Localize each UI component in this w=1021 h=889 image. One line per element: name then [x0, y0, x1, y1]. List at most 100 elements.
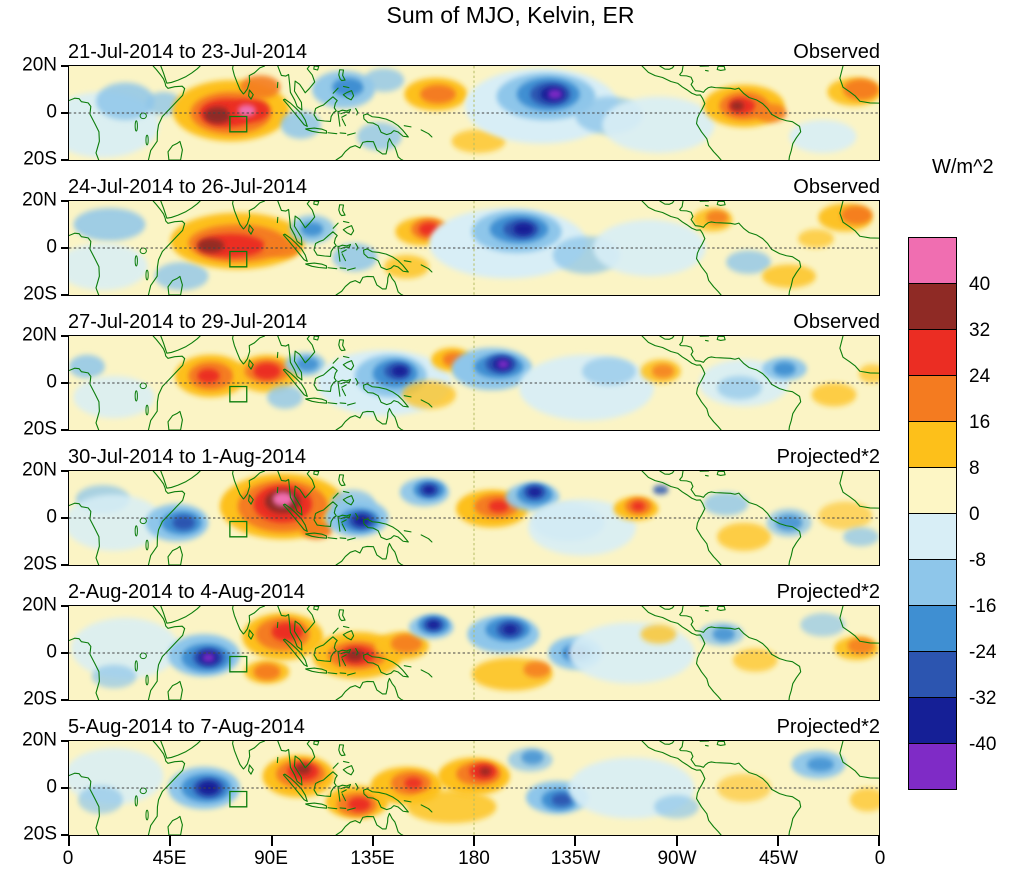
lake-outline [146, 405, 148, 415]
panel-date-label: 30-Jul-2014 to 1-Aug-2014 [68, 446, 306, 468]
coastline [69, 98, 99, 160]
coastline [249, 765, 254, 774]
coastline [343, 226, 353, 235]
coastline [306, 128, 327, 133]
coastline [717, 201, 725, 205]
coastline [348, 538, 356, 540]
coastline [421, 265, 432, 272]
coastline [294, 471, 314, 515]
coastline [333, 493, 338, 498]
coastline [328, 268, 337, 269]
anomaly-blob [71, 617, 180, 679]
panel-header: 21-Jul-2014 to 23-Jul-2014 Observed [68, 38, 880, 65]
anomaly-blob [712, 627, 735, 642]
y-axis-tick-label: 20S [23, 418, 57, 440]
coastline [333, 628, 338, 633]
coastline [283, 99, 307, 126]
x-axis-tick [270, 836, 273, 846]
x-axis-tick-label: 135W [550, 848, 601, 869]
y-axis-tick [61, 159, 69, 161]
y-axis-tick [61, 200, 69, 202]
coastline [278, 66, 302, 110]
colorbar-cell [909, 651, 956, 697]
roi-box [230, 117, 247, 132]
coastline [344, 86, 349, 87]
y-axis-tick-label: 0 [46, 101, 57, 123]
y-axis-tick-label: 20S [23, 148, 57, 170]
coastline [148, 606, 184, 700]
panel-header: 24-Jul-2014 to 26-Jul-2014 Observed [68, 173, 880, 200]
coastline [840, 336, 879, 373]
x-axis-tick [68, 836, 70, 846]
coastline [348, 403, 356, 405]
coastline [333, 763, 338, 768]
coastline [342, 254, 345, 261]
lake-outline [146, 540, 148, 550]
y-axis-tick-label: 0 [46, 506, 57, 528]
coastline [306, 263, 327, 268]
anomaly-blob [547, 89, 563, 99]
colorbar-tick-label: 32 [969, 320, 991, 341]
coastline [717, 336, 725, 340]
coastline [294, 336, 314, 380]
anomaly-blob [703, 492, 749, 516]
y-axis-tick-label: 20S [23, 688, 57, 710]
coastline [364, 654, 409, 677]
coastline [161, 741, 200, 758]
coastline [278, 336, 302, 380]
anomaly-blob [717, 522, 771, 551]
map-area: 20N 0 20S [22, 595, 880, 710]
coastline [421, 535, 432, 542]
coastline [314, 471, 319, 475]
panel-date-label: 27-Jul-2014 to 29-Jul-2014 [68, 311, 308, 333]
anomaly-blob [73, 208, 146, 241]
coastline [168, 411, 182, 430]
lake-outline [146, 675, 148, 685]
x-axis-tick [371, 836, 374, 846]
colorbar-tick-label: -16 [969, 596, 997, 617]
coastline [680, 201, 801, 295]
coastline [339, 745, 345, 756]
y-axis-tick [61, 112, 69, 114]
panel-date-label: 5-Aug-2014 to 7-Aug-2014 [68, 716, 305, 738]
coastline [278, 471, 302, 515]
anomaly-blob [717, 375, 762, 400]
anomaly-blob [521, 750, 544, 765]
x-axis-tick-label: 0 [62, 848, 74, 869]
coastline [421, 400, 432, 407]
coastline [333, 223, 338, 228]
coastline [680, 741, 801, 835]
x-axis-tick-label: 45E [152, 848, 187, 869]
coastline [364, 519, 409, 542]
coastline [642, 741, 721, 835]
x-axis-tick-label: 135E [350, 848, 395, 869]
coastline [294, 741, 314, 785]
map-panel-2: 24-Jul-2014 to 26-Jul-2014 Observed 20N 0 20… [22, 173, 880, 305]
colorbar-tick-label: -8 [969, 550, 986, 571]
coastline [249, 225, 254, 234]
colorbar-cell [909, 283, 956, 329]
anomaly-blob [300, 222, 324, 237]
coastline [306, 668, 327, 673]
anomaly-blob [73, 375, 155, 419]
coastline [314, 502, 337, 527]
map-area: 20N 0 20S [22, 55, 880, 170]
coastline [69, 503, 99, 565]
coastline [840, 606, 879, 643]
colorbar-tick-label: 0 [969, 504, 980, 525]
lake-outline [135, 121, 137, 131]
y-axis-tick [61, 382, 69, 384]
x-axis-tick-label: 0 [874, 848, 886, 869]
coastline [348, 268, 356, 270]
anomaly-blob [404, 777, 423, 790]
roi-box [230, 522, 247, 537]
panel-source-label: Projected*2 [776, 581, 880, 603]
lake-outline [135, 256, 137, 266]
y-axis-tick-label: 20S [23, 823, 57, 845]
anomaly-blob [280, 110, 321, 139]
coastline [342, 524, 345, 531]
coastline [342, 520, 347, 522]
anomaly-blob [427, 620, 440, 629]
y-axis-tick [61, 564, 69, 566]
coastline [356, 514, 358, 520]
